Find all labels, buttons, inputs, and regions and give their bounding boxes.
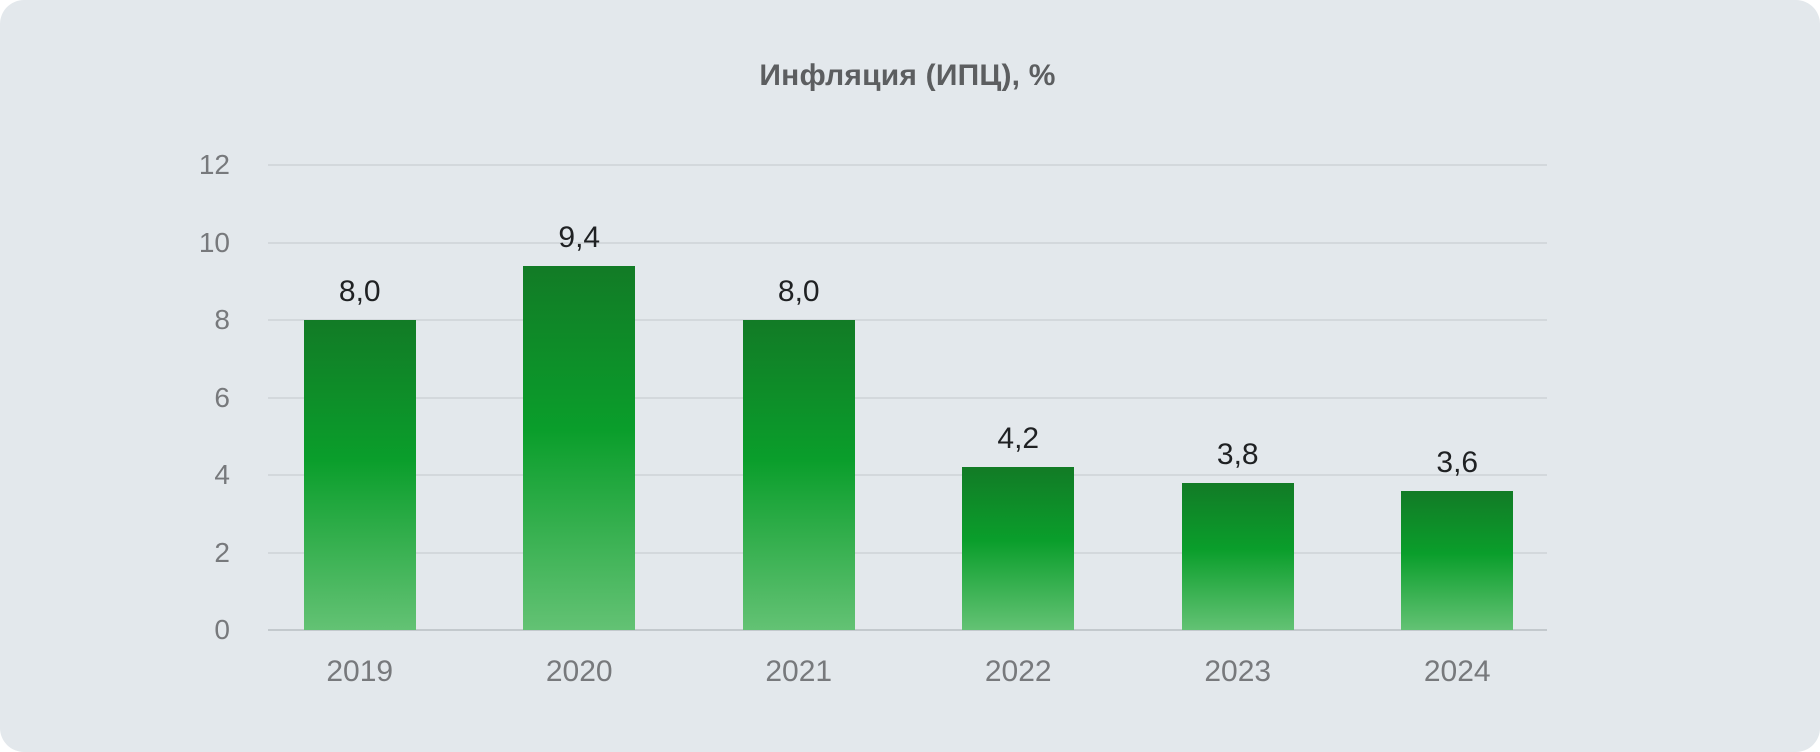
zero-gridline [268, 629, 1547, 631]
bar-2023 [1181, 482, 1294, 630]
y-axis-tick-label: 8 [214, 304, 230, 335]
gridline [268, 551, 1547, 554]
gridline [268, 396, 1547, 399]
x-axis-label: 2024 [1423, 655, 1491, 688]
gridline [268, 474, 1547, 476]
gridline [268, 241, 1547, 244]
x-axis-label: 2020 [545, 655, 613, 688]
y-axis-tick-label: 2 [214, 536, 230, 568]
bar-value-label: 8,0 [338, 275, 381, 308]
x-axis-label: 2019 [326, 655, 394, 688]
bar-2021 [742, 320, 855, 630]
x-axis-label: 2021 [765, 655, 833, 688]
y-axis-tick-label: 12 [198, 149, 230, 180]
y-axis-tick-label: 6 [214, 381, 230, 413]
bar-2022 [962, 467, 1075, 630]
x-axis-label: 2022 [984, 655, 1052, 688]
bar-value-label: 3,8 [1216, 437, 1259, 471]
bar-value-label: 4,2 [997, 422, 1040, 456]
y-axis-tick-label: 10 [198, 226, 230, 258]
gridline [268, 164, 1547, 166]
y-axis-tick-label: 0 [214, 614, 230, 645]
x-axis-label: 2023 [1204, 655, 1272, 688]
y-axis-tick-label: 4 [214, 459, 230, 490]
bar-2024 [1401, 490, 1514, 630]
gridline [268, 319, 1547, 321]
bar-2019 [303, 320, 416, 630]
chart-title: Инфляция (ИПЦ), % [759, 59, 1056, 92]
bar-value-label: 8,0 [777, 275, 820, 308]
bar-value-label: 9,4 [558, 220, 601, 254]
bar-value-label: 3,6 [1436, 445, 1479, 479]
bar-2020 [523, 265, 636, 630]
